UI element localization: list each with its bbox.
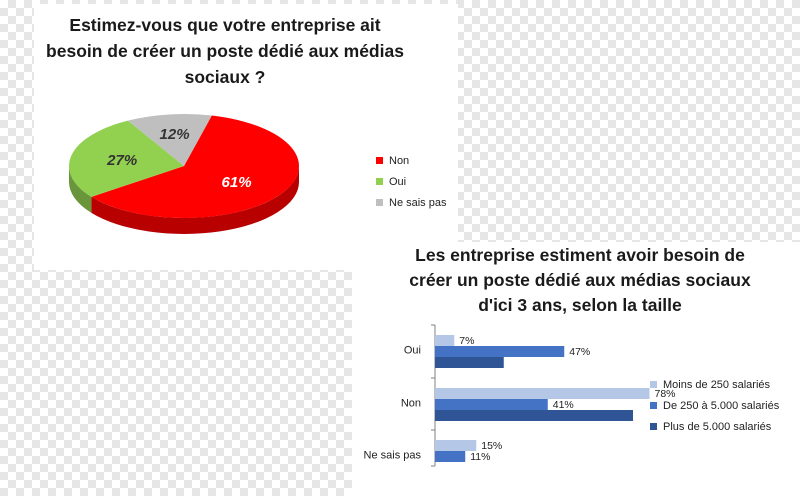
legend-item-250-5000: De 250 à 5.000 salariés: [650, 395, 779, 416]
legend-label-moins-250: Moins de 250 salariés: [663, 378, 771, 391]
bar-ne-sais-pas-series-1: [435, 440, 477, 451]
bar-data-label-non-series-2: 41%: [553, 399, 574, 411]
legend-swatch-ne-sais-pas: [376, 199, 383, 206]
bar-data-label-ne-sais-pas-series-1: 15%: [481, 440, 502, 452]
bar-non-series-2: [435, 399, 548, 410]
bar-oui-series-1: [435, 335, 455, 346]
bar-oui-series-2: [435, 346, 565, 357]
legend-swatch-plus-5000: [650, 423, 657, 430]
legend-label-oui: Oui: [389, 175, 407, 188]
legend-label-non: Non: [389, 154, 410, 167]
bar-data-label-oui-series-1: 7%: [459, 335, 474, 347]
legend-label-ne-sais-pas: Ne sais pas: [389, 196, 447, 209]
pie-data-label-ne-sais-pas: 12%: [160, 126, 190, 143]
bar-data-label-non-series-1: 78%: [655, 388, 676, 400]
legend-item-ne-sais-pas: Ne sais pas: [376, 192, 446, 213]
legend-label-250-5000: De 250 à 5.000 salariés: [663, 399, 780, 412]
pie-data-label-non: 61%: [222, 174, 252, 191]
legend-label-plus-5000: Plus de 5.000 salariés: [663, 420, 772, 433]
legend-item-plus-5000: Plus de 5.000 salariés: [650, 416, 779, 437]
bar-chart-panel: [352, 242, 800, 496]
legend-item-non: Non: [376, 150, 446, 171]
legend-swatch-non: [376, 157, 383, 164]
pie-chart-title: Estimez-vous que votre entreprise ait be…: [46, 15, 404, 87]
pie-slice-non: [91, 115, 299, 219]
y-tick-label-ne-sais-pas: Ne sais pas: [364, 450, 422, 462]
pie-side-oui: [69, 166, 92, 213]
bar-data-label-oui-series-2: 47%: [569, 346, 590, 358]
y-tick-label-oui: Oui: [404, 345, 421, 357]
pie-slice-ne-sais-pas: [127, 114, 212, 166]
bar-data-label-ne-sais-pas-series-2: 11%: [470, 451, 490, 463]
bar-non-series-1: [435, 388, 650, 399]
legend-swatch-oui: [376, 178, 383, 185]
bar-ne-sais-pas-series-2: [435, 451, 466, 462]
legend-swatch-moins-250: [650, 381, 657, 388]
legend-item-oui: Oui: [376, 171, 446, 192]
y-tick-label-non: Non: [401, 398, 421, 410]
bar-chart-title: Les entreprise estiment avoir besoin de …: [409, 245, 751, 315]
bar-non-series-3: [435, 410, 633, 421]
bar-legend: Moins de 250 salariés De 250 à 5.000 sal…: [650, 374, 779, 437]
legend-item-moins-250: Moins de 250 salariés: [650, 374, 779, 395]
pie-side-non: [91, 166, 299, 235]
pie-slice-oui: [68, 120, 184, 197]
pie-legend: Non Oui Ne sais pas: [376, 150, 446, 213]
pie-data-label-oui: 27%: [106, 152, 137, 169]
bar-oui-series-3: [435, 357, 504, 368]
legend-swatch-250-5000: [650, 402, 657, 409]
